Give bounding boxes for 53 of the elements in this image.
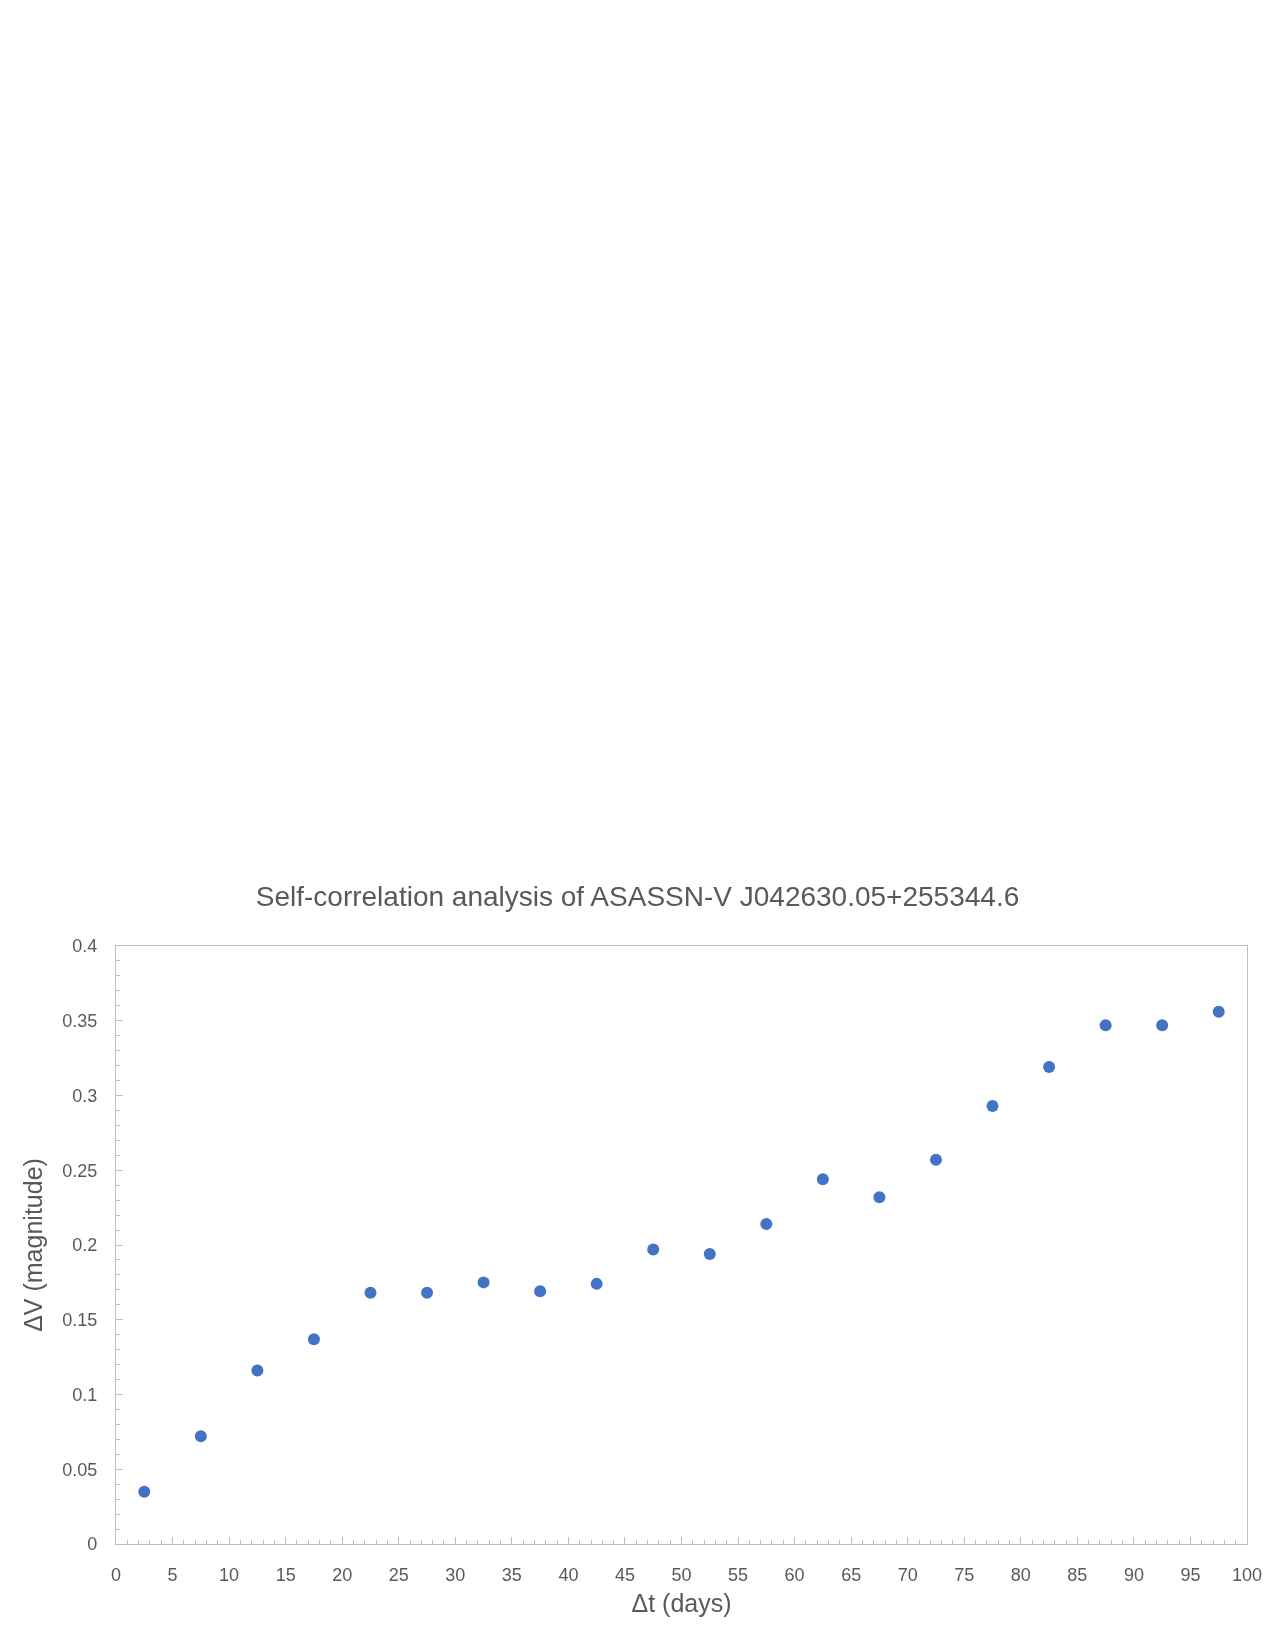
point <box>760 1218 773 1231</box>
x-tick-label: 100 <box>1231 1564 1263 1585</box>
x-tick-label: 50 <box>671 1564 692 1585</box>
point <box>703 1247 716 1260</box>
y-tick-label: 0.3 <box>72 1085 98 1106</box>
point <box>251 1364 264 1377</box>
point <box>986 1099 999 1112</box>
point <box>1099 1019 1112 1032</box>
x-tick-label: 25 <box>388 1564 409 1585</box>
point <box>816 1173 829 1186</box>
y-tick-label: 0.25 <box>62 1160 98 1181</box>
x-tick-label: 20 <box>332 1564 353 1585</box>
y-tick-label: 0.2 <box>72 1235 98 1256</box>
x-tick-label: 95 <box>1180 1564 1201 1585</box>
x-tick-label: 45 <box>614 1564 635 1585</box>
point <box>1156 1019 1169 1032</box>
x-tick-label: 65 <box>841 1564 862 1585</box>
x-tick-label: 35 <box>501 1564 522 1585</box>
y-tick-label: 0.4 <box>72 936 98 957</box>
point <box>421 1286 434 1299</box>
point <box>1212 1005 1225 1018</box>
x-tick-label: 10 <box>219 1564 240 1585</box>
x-tick-label: 15 <box>275 1564 296 1585</box>
point <box>534 1285 547 1298</box>
x-tick-label: 0 <box>110 1564 122 1585</box>
x-tick-label: 70 <box>897 1564 918 1585</box>
x-tick-label: 30 <box>445 1564 466 1585</box>
x-tick-label: 60 <box>784 1564 805 1585</box>
point <box>138 1485 151 1498</box>
y-axis-title: ΔV (magnitude) <box>18 1158 47 1332</box>
x-tick-label: 75 <box>954 1564 975 1585</box>
point <box>194 1430 207 1443</box>
point <box>873 1191 886 1204</box>
y-tick-label: 0.15 <box>62 1310 98 1331</box>
x-tick-label: 55 <box>728 1564 749 1585</box>
y-tick-label: 0.1 <box>72 1384 98 1405</box>
y-tick-label: 0.05 <box>62 1459 98 1480</box>
point <box>307 1333 320 1346</box>
chart-title: Self-correlation analysis of ASASSN-V J042630.05+255344.6 <box>255 880 1020 912</box>
x-tick-label: 90 <box>1123 1564 1144 1585</box>
point <box>1043 1061 1056 1074</box>
x-tick-label: 80 <box>1010 1564 1031 1585</box>
x-tick-label: 40 <box>558 1564 579 1585</box>
x-tick-label: 85 <box>1067 1564 1088 1585</box>
y-tick-label: 0.35 <box>62 1011 98 1032</box>
point <box>647 1243 660 1256</box>
point <box>929 1153 942 1166</box>
point <box>477 1276 490 1289</box>
x-axis-title: Δt (days) <box>631 1588 732 1617</box>
point <box>364 1286 377 1299</box>
point <box>590 1277 603 1290</box>
x-tick-label: 5 <box>167 1564 178 1585</box>
y-tick-label: 0 <box>87 1534 98 1555</box>
